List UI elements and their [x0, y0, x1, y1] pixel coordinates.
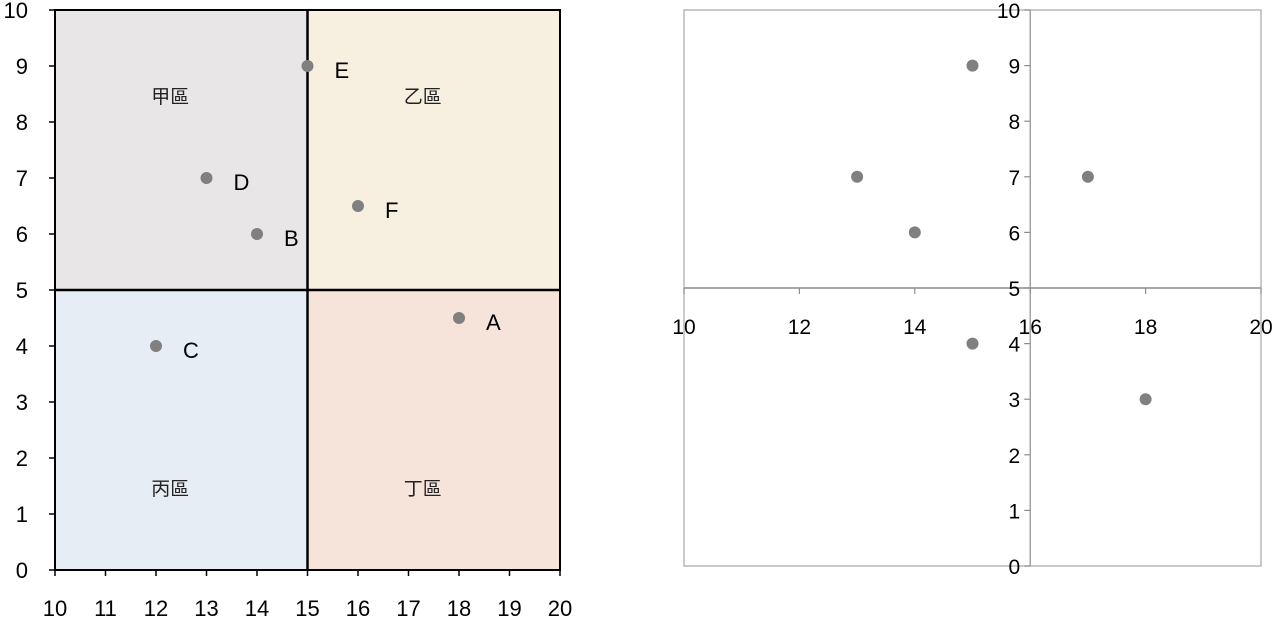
zone-label: 丙區 [151, 478, 189, 500]
data-point [966, 59, 979, 72]
data-point [453, 312, 465, 324]
x-tick-label: 16 [346, 596, 370, 619]
x-tick-label: 14 [245, 596, 269, 619]
zone-area [55, 290, 308, 570]
y-tick-label: 8 [16, 110, 28, 135]
y-tick-label: 5 [1009, 278, 1021, 301]
y-tick-label: 5 [16, 278, 28, 303]
x-tick-label: 20 [1249, 316, 1272, 339]
x-tick-label: 18 [1134, 316, 1157, 339]
y-tick-label: 8 [1009, 111, 1021, 134]
point-label: D [234, 170, 250, 195]
data-point [251, 228, 263, 240]
y-tick-label: 3 [16, 390, 28, 415]
data-point [200, 172, 213, 184]
point-label: B [284, 226, 299, 251]
data-point [301, 60, 314, 72]
x-tick-label: 19 [497, 596, 521, 619]
x-tick-label: 10 [43, 596, 67, 619]
x-tick-label: 12 [788, 316, 811, 339]
y-tick-label: 7 [1009, 167, 1021, 190]
y-tick-label: 9 [16, 54, 28, 79]
point-label: C [183, 338, 199, 363]
y-tick-label: 2 [16, 446, 28, 471]
data-point [1081, 170, 1094, 183]
data-point [150, 340, 162, 352]
y-tick-label: 3 [1009, 389, 1021, 412]
x-tick-label: 16 [1019, 316, 1042, 339]
x-tick-label: 10 [672, 316, 695, 339]
data-point [1139, 393, 1152, 406]
x-tick-label: 17 [396, 596, 420, 619]
y-tick-label: 6 [16, 222, 28, 247]
zone-label: 丁區 [404, 478, 442, 500]
y-tick-label: 0 [16, 558, 28, 583]
data-point [352, 200, 364, 212]
x-tick-label: 14 [903, 316, 927, 339]
y-tick-label: 10 [997, 0, 1020, 23]
x-tick-label: 13 [194, 596, 218, 619]
x-tick-label: 12 [144, 596, 168, 619]
zone-area [55, 10, 308, 290]
y-tick-label: 6 [1009, 222, 1021, 245]
y-tick-label: 9 [1009, 56, 1021, 79]
y-tick-label: 2 [1009, 445, 1021, 468]
point-label: A [486, 310, 501, 335]
x-tick-label: 18 [447, 596, 471, 619]
y-tick-label: 1 [16, 502, 28, 527]
x-tick-label: 11 [94, 596, 117, 619]
zone-label: 甲區 [151, 86, 189, 108]
y-tick-label: 10 [4, 0, 28, 23]
zone-area [307, 10, 560, 290]
x-tick-label: 20 [548, 596, 572, 619]
x-tick-label: 15 [295, 596, 319, 619]
y-tick-label: 7 [16, 166, 28, 191]
data-point [851, 170, 864, 183]
point-label: F [385, 198, 398, 223]
point-label: E [335, 58, 350, 83]
y-tick-label: 4 [16, 334, 28, 359]
data-point [908, 226, 921, 239]
zone-area [307, 290, 560, 570]
y-tick-label: 0 [1009, 556, 1021, 579]
data-point [966, 337, 979, 350]
zone-label: 乙區 [404, 86, 442, 108]
y-tick-label: 4 [1009, 334, 1021, 357]
y-tick-label: 1 [1009, 500, 1021, 523]
